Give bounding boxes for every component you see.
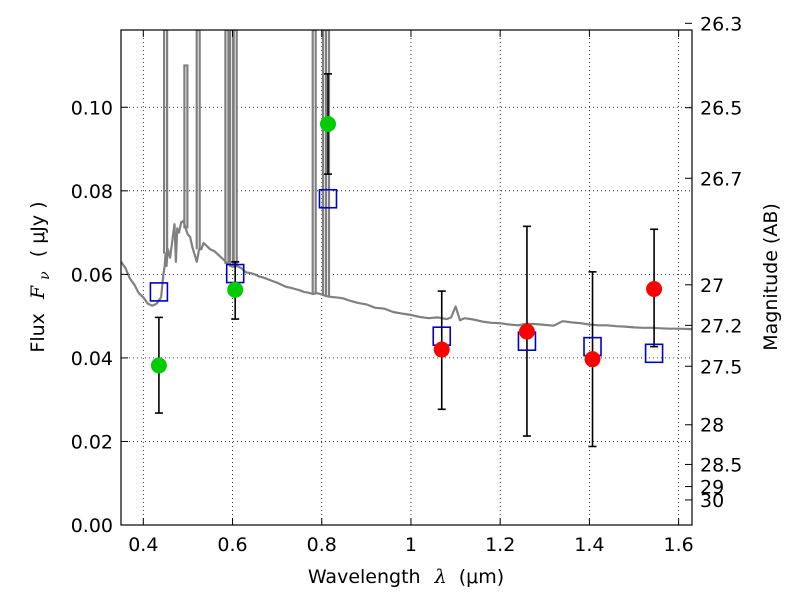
y-axis-unit: ( μJy ) — [27, 201, 49, 257]
x-tick-label-1: 0.6 — [217, 534, 247, 556]
x-tick-label-2: 0.8 — [307, 534, 337, 556]
emission-line-0 — [163, 30, 169, 254]
y-tick-label-3: 0.06 — [71, 264, 113, 286]
data-point-1-1 — [518, 323, 535, 340]
emission-line-8 — [324, 30, 331, 297]
model-square-2 — [318, 188, 338, 209]
emission-line-5 — [232, 30, 238, 266]
y2-tick-label-5: 27.5 — [700, 356, 742, 378]
emission-line-2 — [195, 30, 201, 250]
y2-axis-title: Magnitude (AB) — [760, 203, 782, 351]
x-tick-label-3: 1 — [405, 534, 417, 556]
emission-line-3 — [224, 30, 230, 264]
y-axis-title: Flux F ν ( μJy ) — [27, 201, 54, 352]
x-axis-title-text: Wavelength — [308, 566, 421, 588]
emission-line-1 — [183, 64, 189, 229]
y2-tick-label-7: 28.5 — [700, 454, 742, 476]
data-point-1-0 — [433, 341, 450, 358]
y2-tick-label-3: 27 — [700, 275, 724, 297]
y-tick-label-4: 0.08 — [71, 181, 113, 203]
y-axis-subscript: ν — [37, 271, 53, 280]
ticks: 0.4 0.6 0.8 1 1.2 1.4 1.6 0.00 0.02 0.04 0.06 0.08 0… — [71, 13, 743, 556]
plot-area — [121, 30, 692, 448]
data-point-0-1 — [227, 281, 244, 298]
x-axis-unit: (μm) — [459, 566, 504, 588]
y2-tick-label-1: 26.5 — [700, 98, 742, 120]
emission-line-6 — [311, 30, 317, 294]
model-spectrum-line — [121, 219, 692, 331]
y-axis-title-text: Flux — [27, 313, 49, 353]
y-tick-label-1: 0.02 — [71, 431, 113, 453]
x-axis-title: Wavelength λ (μm) — [308, 566, 504, 588]
y-tick-label-2: 0.04 — [71, 348, 113, 370]
y2-tick-label-2: 26.7 — [700, 168, 742, 190]
plot-frame — [120, 29, 693, 526]
x-tick-label-4: 1.2 — [485, 534, 515, 556]
y2-tick-label-9: 30 — [700, 490, 724, 512]
data-point-1-3 — [646, 280, 663, 297]
model-square-6 — [644, 343, 664, 364]
x-tick-label-5: 1.4 — [574, 534, 604, 556]
model-square-0 — [149, 282, 169, 302]
y-axis-symbol: F — [27, 285, 49, 300]
data-point-0-2 — [319, 115, 336, 132]
y2-tick-label-6: 28 — [700, 415, 724, 437]
data-point-1-2 — [584, 351, 601, 368]
grid-lines — [121, 30, 692, 526]
x-tick-label-0: 0.4 — [128, 534, 158, 556]
y2-tick-label-4: 27.2 — [700, 315, 742, 337]
x-axis-symbol: λ — [434, 566, 447, 588]
axes-frame — [120, 29, 693, 526]
y2-tick-label-8: 29 — [700, 477, 724, 499]
y2-tick-label-0: 26.3 — [700, 13, 742, 35]
y-tick-label-0: 0.00 — [71, 515, 113, 537]
x-tick-label-6: 1.6 — [664, 534, 694, 556]
y-tick-label-5: 0.10 — [71, 97, 113, 119]
data-point-0-0 — [150, 357, 167, 374]
